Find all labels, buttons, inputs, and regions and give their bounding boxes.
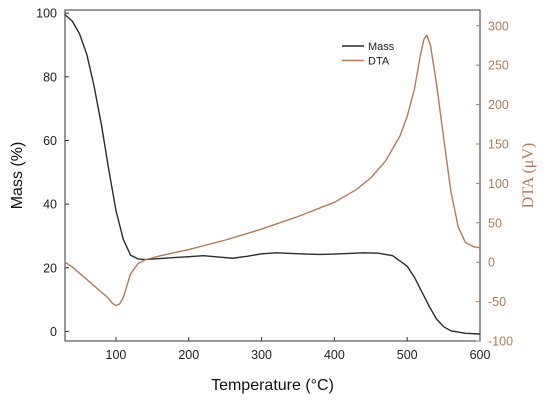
y2-tick-label: 300 xyxy=(488,19,509,33)
series-layer xyxy=(64,14,481,335)
legend-label-dta: DTA xyxy=(368,56,390,68)
y2-tick-label: 50 xyxy=(488,216,502,230)
y-axis-label: Mass (%) xyxy=(9,142,26,210)
x-tick-label: 400 xyxy=(324,348,345,362)
y-tick-label: 40 xyxy=(43,198,57,212)
plot-frame xyxy=(64,9,481,342)
y-tick-label: 100 xyxy=(36,7,57,21)
right-axis-ticks: -100 -50 0 50 100 150 200 250 300 xyxy=(476,19,513,349)
y2-tick-label: 250 xyxy=(488,59,509,73)
legend-label-mass: Mass xyxy=(368,41,395,53)
x-tick-label: 600 xyxy=(470,348,491,362)
x-tick-label: 500 xyxy=(397,348,418,362)
x-axis-label: Temperature (°C) xyxy=(211,377,334,394)
y2-tick-label: -100 xyxy=(488,335,513,349)
x-tick-label: 300 xyxy=(251,348,272,362)
y-tick-label: 80 xyxy=(43,70,57,84)
y2-tick-label: 200 xyxy=(488,98,509,112)
series-line-mass xyxy=(64,14,481,335)
series-line-dta xyxy=(64,34,481,307)
legend: Mass DTA xyxy=(342,41,395,68)
x-tick-label: 100 xyxy=(106,348,127,362)
y-tick-label: 60 xyxy=(43,134,57,148)
y2-tick-label: -50 xyxy=(488,295,506,309)
left-axis-ticks: 0 20 40 60 80 100 xyxy=(36,7,69,339)
y2-axis-label: DTA (μV) xyxy=(520,143,537,209)
y-tick-label: 0 xyxy=(50,325,57,339)
y2-tick-label: 150 xyxy=(488,137,509,151)
bottom-axis-ticks: 100 200 300 400 500 600 xyxy=(106,337,491,362)
y2-tick-label: 100 xyxy=(488,177,509,191)
y2-tick-label: 0 xyxy=(488,256,495,270)
y-tick-label: 20 xyxy=(43,261,57,275)
x-tick-label: 200 xyxy=(178,348,199,362)
